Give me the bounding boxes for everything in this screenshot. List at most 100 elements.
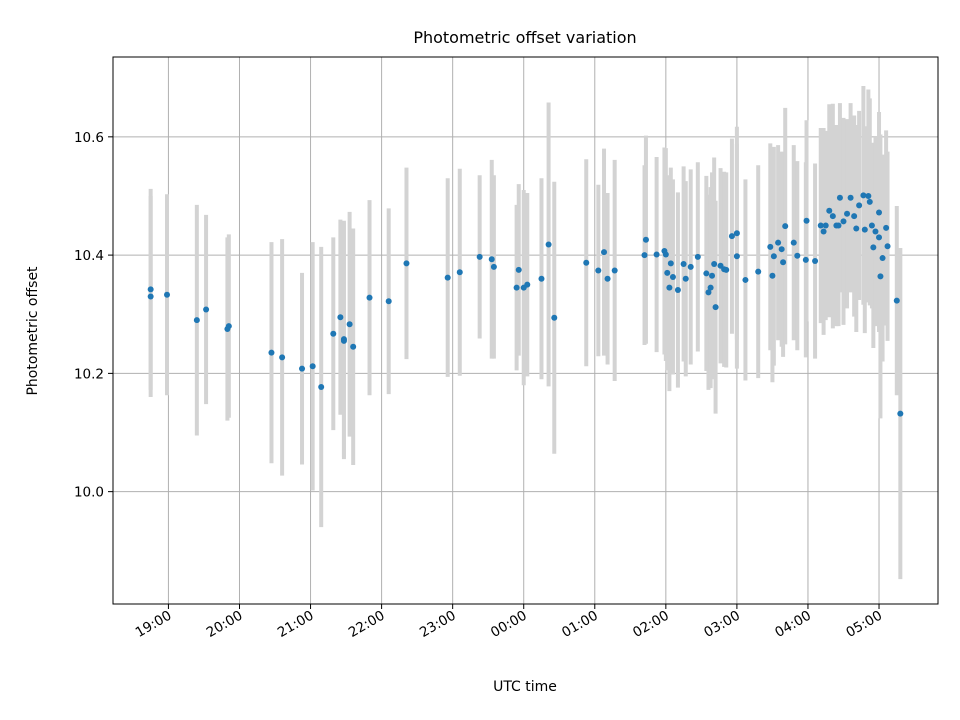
data-point bbox=[666, 284, 673, 291]
data-point bbox=[733, 230, 740, 237]
data-point bbox=[667, 260, 674, 267]
data-point bbox=[682, 275, 689, 282]
data-point bbox=[844, 210, 851, 217]
data-point bbox=[770, 253, 777, 260]
data-point bbox=[476, 253, 483, 260]
y-tick-label: 10.0 bbox=[74, 485, 104, 501]
y-tick-label: 10.2 bbox=[74, 366, 104, 382]
data-point bbox=[674, 286, 681, 293]
data-point bbox=[203, 306, 210, 313]
data-point bbox=[680, 260, 687, 267]
data-point bbox=[385, 298, 392, 305]
data-point bbox=[812, 258, 819, 265]
y-tick-label: 10.4 bbox=[74, 248, 104, 264]
data-point bbox=[604, 275, 611, 282]
data-point bbox=[897, 410, 904, 417]
data-point bbox=[723, 266, 730, 273]
data-point bbox=[346, 321, 353, 328]
data-point bbox=[868, 222, 875, 229]
data-point bbox=[268, 349, 275, 356]
data-point bbox=[350, 343, 357, 350]
data-point bbox=[879, 255, 886, 262]
data-point bbox=[705, 289, 712, 296]
data-point bbox=[669, 273, 676, 280]
data-point bbox=[337, 314, 344, 321]
data-point bbox=[488, 256, 495, 263]
data-point bbox=[595, 267, 602, 274]
data-point bbox=[712, 304, 719, 311]
data-point bbox=[601, 249, 608, 256]
data-point bbox=[709, 272, 716, 279]
data-point bbox=[778, 246, 785, 253]
data-point bbox=[769, 272, 776, 279]
data-point bbox=[817, 222, 824, 229]
data-point bbox=[662, 251, 669, 258]
data-point bbox=[611, 267, 618, 274]
data-point bbox=[883, 224, 890, 231]
y-axis-ticks: 10.0 10.2 10.4 10.6 bbox=[74, 130, 113, 501]
data-point bbox=[642, 236, 649, 243]
data-point bbox=[802, 256, 809, 263]
data-point bbox=[767, 243, 774, 250]
data-point bbox=[853, 225, 860, 232]
data-point bbox=[551, 314, 558, 321]
data-point bbox=[794, 252, 801, 259]
data-point bbox=[840, 218, 847, 225]
data-point bbox=[538, 275, 545, 282]
data-point bbox=[877, 273, 884, 280]
y-tick-label: 10.6 bbox=[74, 130, 104, 146]
data-point bbox=[775, 239, 782, 246]
data-point bbox=[694, 253, 701, 260]
data-point bbox=[865, 192, 872, 199]
data-point bbox=[524, 281, 531, 288]
data-point bbox=[164, 291, 171, 298]
data-point bbox=[687, 263, 694, 270]
data-point bbox=[490, 263, 497, 270]
data-point bbox=[147, 293, 154, 300]
data-point bbox=[872, 228, 879, 235]
data-point bbox=[545, 241, 552, 248]
data-point bbox=[711, 260, 718, 267]
data-point bbox=[456, 269, 463, 276]
data-point bbox=[884, 243, 891, 250]
data-point bbox=[835, 222, 842, 229]
data-point bbox=[742, 276, 749, 283]
data-point bbox=[703, 270, 710, 277]
data-point bbox=[876, 234, 883, 241]
data-point bbox=[707, 284, 714, 291]
data-point bbox=[279, 354, 286, 361]
data-point bbox=[403, 260, 410, 267]
x-axis-label: UTC time bbox=[493, 679, 557, 695]
data-point bbox=[803, 217, 810, 224]
y-axis-label: Photometric offset bbox=[25, 266, 41, 396]
data-point bbox=[664, 269, 671, 276]
data-point bbox=[515, 266, 522, 273]
data-point bbox=[733, 253, 740, 260]
data-point bbox=[876, 209, 883, 216]
chart-title: Photometric offset variation bbox=[413, 28, 636, 47]
data-point bbox=[653, 251, 660, 258]
data-point bbox=[851, 213, 858, 220]
data-point bbox=[836, 194, 843, 201]
data-point bbox=[866, 198, 873, 205]
data-point bbox=[583, 259, 590, 266]
data-points bbox=[147, 192, 904, 417]
data-point bbox=[728, 233, 735, 240]
data-point bbox=[826, 207, 833, 214]
data-point bbox=[893, 297, 900, 304]
data-point bbox=[330, 330, 337, 337]
data-point bbox=[299, 365, 306, 372]
data-point bbox=[847, 194, 854, 201]
data-point bbox=[340, 337, 347, 344]
data-point bbox=[309, 363, 316, 370]
data-point bbox=[860, 192, 867, 199]
data-point bbox=[861, 226, 868, 233]
data-point bbox=[193, 317, 200, 324]
data-point bbox=[820, 228, 827, 235]
data-point bbox=[641, 252, 648, 259]
plot-frame bbox=[112, 56, 939, 605]
data-point bbox=[822, 222, 829, 229]
data-point bbox=[366, 294, 373, 301]
